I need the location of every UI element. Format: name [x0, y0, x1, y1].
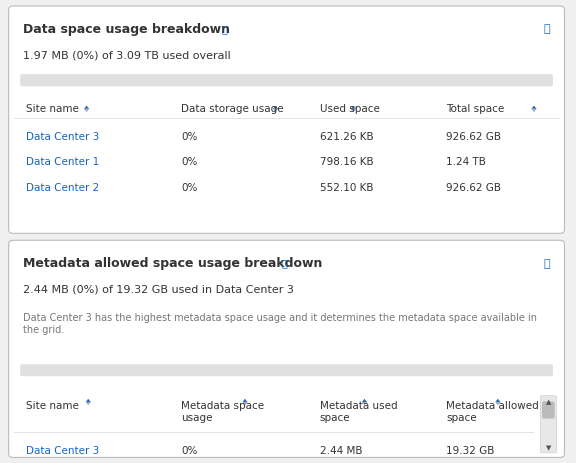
Text: Site name: Site name — [26, 400, 79, 411]
Polygon shape — [274, 110, 278, 113]
Text: Data Center 1: Data Center 1 — [26, 157, 99, 167]
Polygon shape — [351, 106, 355, 110]
Text: 552.10 KB: 552.10 KB — [320, 182, 373, 193]
Text: 0%: 0% — [181, 157, 198, 167]
Text: 926.62 GB: 926.62 GB — [446, 182, 501, 193]
Polygon shape — [242, 402, 247, 405]
FancyBboxPatch shape — [20, 364, 553, 376]
Text: ▲: ▲ — [545, 398, 551, 404]
Text: 0%: 0% — [181, 131, 198, 142]
Text: 0%: 0% — [181, 444, 198, 455]
Text: 621.26 KB: 621.26 KB — [320, 131, 373, 142]
Text: Metadata allowed space usage breakdown: Metadata allowed space usage breakdown — [23, 257, 323, 269]
Text: 1.97 MB (0%) of 3.09 TB used overall: 1.97 MB (0%) of 3.09 TB used overall — [23, 50, 231, 61]
FancyBboxPatch shape — [9, 7, 564, 234]
Polygon shape — [84, 106, 89, 110]
Polygon shape — [532, 106, 536, 110]
Polygon shape — [86, 399, 90, 402]
Polygon shape — [362, 399, 367, 402]
Text: 0%: 0% — [181, 182, 198, 193]
Polygon shape — [84, 110, 89, 113]
Text: 1.24 TB: 1.24 TB — [446, 157, 486, 167]
Text: Data Center 3: Data Center 3 — [26, 444, 99, 455]
FancyBboxPatch shape — [542, 401, 555, 419]
FancyBboxPatch shape — [20, 75, 553, 87]
Polygon shape — [496, 402, 500, 405]
Polygon shape — [86, 402, 90, 405]
Polygon shape — [242, 399, 247, 402]
Text: 19.32 GB: 19.32 GB — [446, 444, 495, 455]
Text: Metadata used
space: Metadata used space — [320, 400, 397, 422]
Text: Total space: Total space — [446, 104, 505, 114]
Text: Data Center 2: Data Center 2 — [26, 182, 99, 193]
Text: ⤢: ⤢ — [544, 24, 551, 34]
Text: Site name: Site name — [26, 104, 79, 114]
Polygon shape — [532, 110, 536, 113]
Text: 798.16 KB: 798.16 KB — [320, 157, 373, 167]
FancyBboxPatch shape — [9, 241, 564, 457]
Text: 2.44 MB (0%) of 19.32 GB used in Data Center 3: 2.44 MB (0%) of 19.32 GB used in Data Ce… — [23, 284, 294, 294]
Text: Data space usage breakdown: Data space usage breakdown — [23, 23, 230, 36]
Text: 926.62 GB: 926.62 GB — [446, 131, 501, 142]
Text: ⓘ: ⓘ — [222, 24, 228, 34]
Text: ▼: ▼ — [545, 444, 551, 450]
Text: Metadata space
usage: Metadata space usage — [181, 400, 264, 422]
Text: Used space: Used space — [320, 104, 380, 114]
Text: Data Center 3: Data Center 3 — [26, 131, 99, 142]
Polygon shape — [496, 399, 500, 402]
Text: Metadata allowed
space: Metadata allowed space — [446, 400, 539, 422]
Text: ⓘ: ⓘ — [281, 258, 287, 268]
Text: 2.44 MB: 2.44 MB — [320, 444, 362, 455]
Text: Data storage usage: Data storage usage — [181, 104, 284, 114]
Polygon shape — [362, 402, 367, 405]
Text: ⤢: ⤢ — [544, 258, 551, 268]
Polygon shape — [351, 110, 355, 113]
FancyBboxPatch shape — [540, 396, 556, 453]
Text: Data Center 3 has the highest metadata space usage and it determines the metadat: Data Center 3 has the highest metadata s… — [23, 313, 537, 334]
Polygon shape — [274, 106, 278, 110]
